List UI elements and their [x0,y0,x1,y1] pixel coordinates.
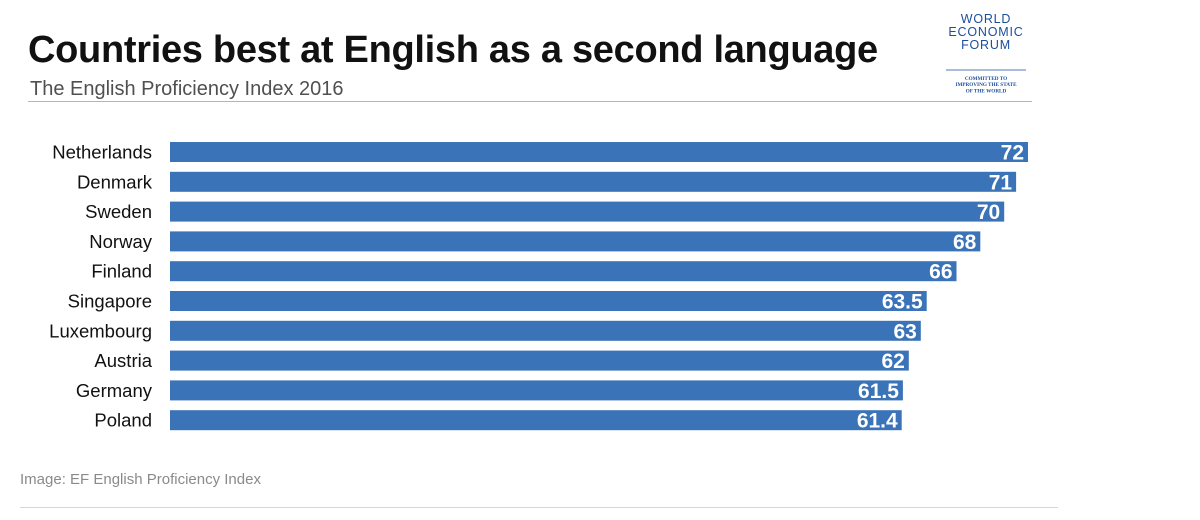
value-label-austria: 62 [881,350,904,373]
bar-germany [170,380,903,401]
title-divider [28,101,1032,102]
value-label-poland: 61.4 [857,410,898,433]
value-label-denmark: 71 [989,171,1013,194]
bar-denmark [170,171,1017,192]
category-label-germany: Germany [76,380,153,401]
category-label-netherlands: Netherlands [52,142,152,163]
bar-netherlands [170,142,1028,162]
category-label-denmark: Denmark [77,171,153,192]
bar-norway [170,231,981,252]
chart-title: Countries best at English as a second la… [28,29,878,71]
bar-luxembourg [170,320,921,341]
value-label-finland: 66 [929,261,952,284]
category-label-singapore: Singapore [68,291,152,312]
bar-finland [170,261,957,282]
bar-sweden [170,201,1005,222]
value-label-sweden: 70 [977,201,1000,224]
bar-austria [170,350,909,371]
bars-layer: Netherlands 72 Denmark 71 Sweden 70 Norway 68 Fi… [49,142,1028,433]
value-label-germany: 61.5 [858,380,899,403]
category-label-austria: Austria [94,350,152,371]
image-credit-caption: Image: EF English Proficiency Index [20,471,261,488]
bar-singapore [170,291,927,311]
bar-poland [170,410,902,431]
category-label-norway: Norway [89,231,152,252]
bar-chart: Netherlands 72 Denmark 71 Sweden 70 Norway 68 Fi… [49,142,1028,433]
category-label-luxembourg: Luxembourg [49,320,152,341]
value-label-singapore: 63.5 [882,291,923,314]
chart-subtitle: The English Proficiency Index 2016 [30,78,344,100]
footer-divider [20,507,1058,508]
value-label-luxembourg: 63 [893,320,916,343]
world-economic-forum-logo: WORLD ECONOMIC FORUM COMMITTED TO IMPROVING… [946,12,1026,94]
category-label-poland: Poland [94,410,152,431]
value-label-norway: 68 [953,231,977,254]
category-label-finland: Finland [91,261,152,282]
category-label-sweden: Sweden [85,201,152,222]
value-label-netherlands: 72 [1001,142,1024,165]
